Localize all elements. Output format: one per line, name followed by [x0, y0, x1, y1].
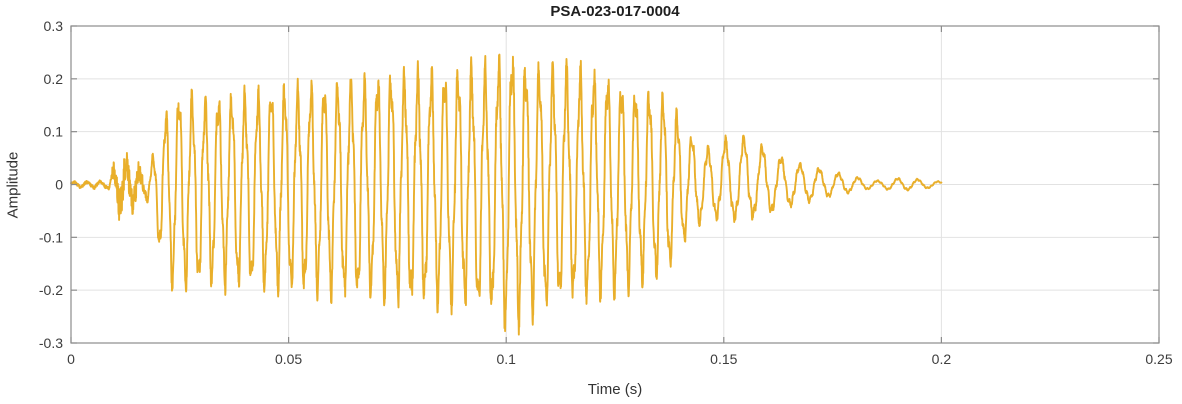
y-tick-label: 0	[55, 177, 63, 193]
x-tick-label: 0.15	[710, 351, 737, 367]
axes-box	[70, 25, 1160, 344]
x-tick-label: 0.1	[496, 351, 516, 367]
x-tick-label: 0.05	[275, 351, 302, 367]
waveform-trace	[70, 53, 943, 336]
x-axis-label: Time (s)	[587, 381, 643, 398]
tick-labels: 0 0.05 0.1 0.15 0.2 0.25 -0.3 -0.2 -0.1 0 0.1 0.2 0.…	[39, 18, 1173, 367]
y-tick-label: 0.2	[44, 71, 64, 87]
x-tick-label: 0.25	[1145, 351, 1172, 367]
y-tick-label: -0.2	[39, 282, 63, 298]
y-tick-label: 0.1	[44, 124, 64, 140]
chart-title: PSA-023-017-0004	[550, 3, 680, 20]
x-tick-label: 0	[67, 351, 75, 367]
y-tick-label: -0.3	[39, 335, 63, 351]
y-tick-label: 0.3	[44, 18, 64, 34]
y-tick-label: -0.1	[39, 229, 63, 245]
x-tick-label: 0.2	[932, 351, 952, 367]
